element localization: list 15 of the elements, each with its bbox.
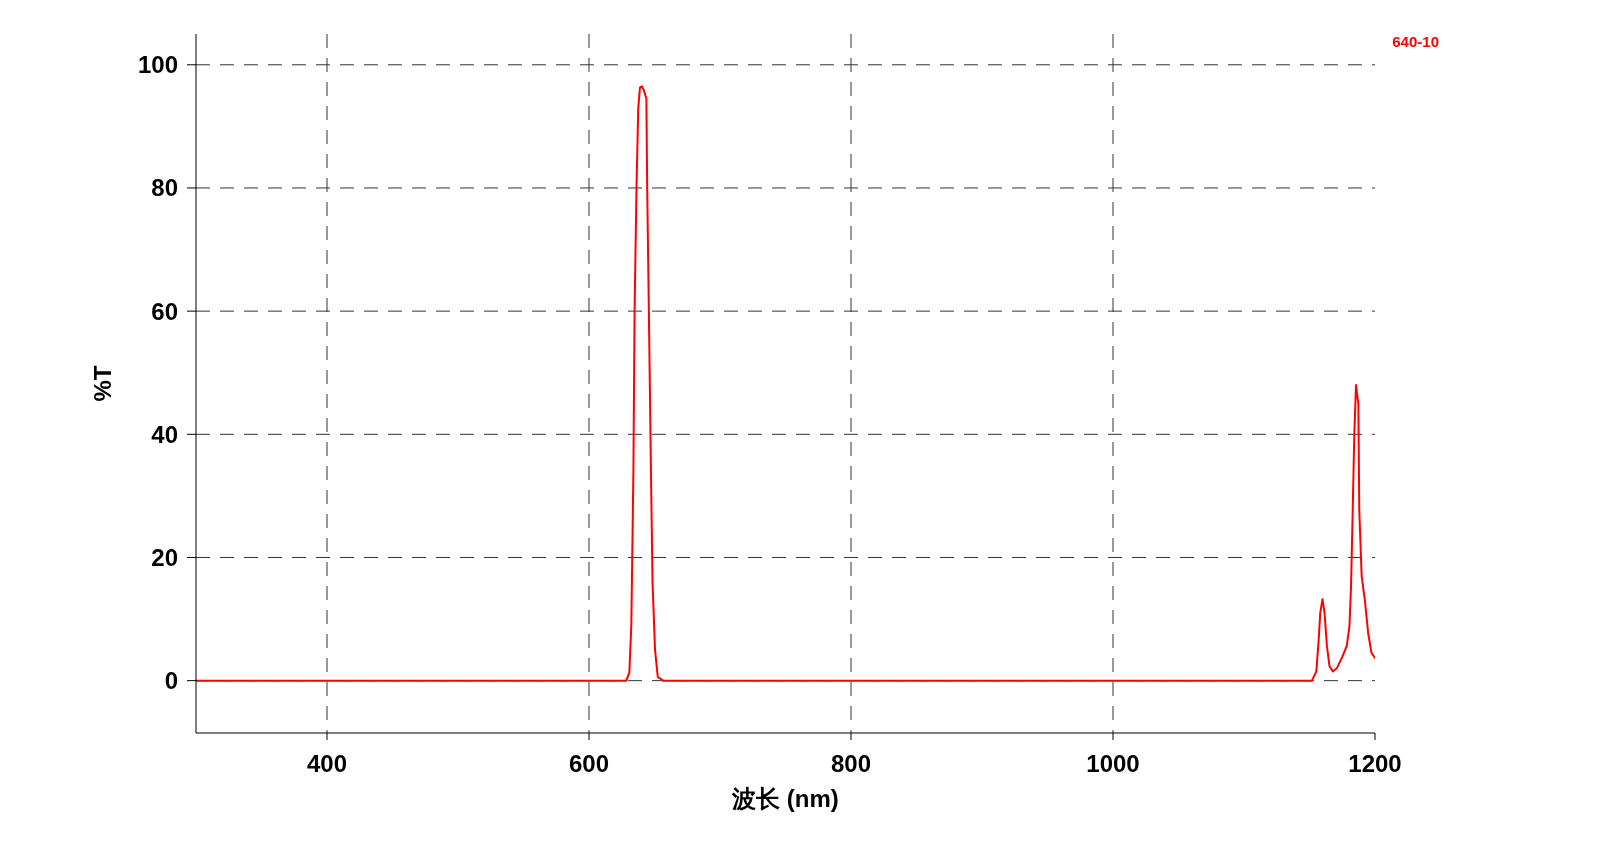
- y-tick-label: 0: [164, 667, 178, 695]
- x-tick-label: 1200: [1348, 750, 1402, 778]
- x-tick-label: 600: [568, 750, 610, 778]
- x-tick-label: 400: [306, 750, 348, 778]
- x-tick-label: 1000: [1086, 750, 1140, 778]
- y-tick-label: 20: [151, 544, 178, 571]
- y-tick-label: 80: [151, 174, 178, 202]
- y-axis-title: %T: [88, 365, 116, 402]
- y-tick-label: 40: [151, 420, 178, 448]
- y-tick-label: 100: [137, 51, 178, 79]
- x-tick-label: 800: [830, 750, 872, 778]
- y-tick-label: 60: [151, 297, 178, 325]
- line-series: [196, 85, 1375, 682]
- text: 640-10: [1392, 33, 1439, 50]
- x-axis-title: 波长 (nm): [731, 784, 839, 812]
